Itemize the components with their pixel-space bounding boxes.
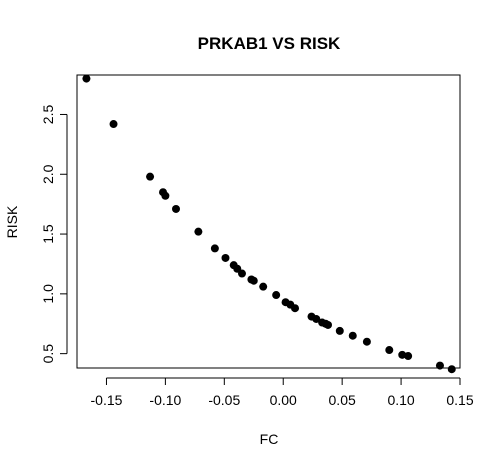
data-points (82, 74, 456, 374)
data-point (312, 314, 321, 323)
data-point (221, 253, 230, 262)
data-point (272, 291, 281, 300)
x-tick-label: 0.15 (446, 392, 473, 408)
y-tick-label: 2.0 (40, 164, 56, 184)
y-tick-label: 0.5 (40, 344, 56, 364)
data-point (161, 191, 170, 200)
data-point (171, 204, 180, 213)
data-point (404, 352, 413, 361)
y-tick-label: 1.5 (40, 224, 56, 244)
data-point (210, 244, 219, 253)
data-point (291, 304, 300, 313)
x-tick-label: 0.00 (270, 392, 297, 408)
x-tick-label: -0.05 (208, 392, 240, 408)
data-point (362, 337, 371, 346)
x-tick-label: 0.05 (329, 392, 356, 408)
x-tick-label: -0.10 (149, 392, 181, 408)
data-point (146, 172, 155, 181)
data-point (109, 120, 118, 129)
data-point (259, 282, 268, 291)
x-tick-label: 0.10 (387, 392, 414, 408)
data-point (249, 276, 258, 285)
data-point (82, 74, 91, 83)
y-tick-label: 1.0 (40, 284, 56, 304)
y-axis-label: RISK (4, 205, 20, 238)
data-point (335, 326, 344, 335)
x-axis-label: FC (260, 431, 279, 447)
data-point (447, 365, 456, 374)
y-axis: 0.5 1.0 1.5 2.0 2.5 (40, 105, 68, 364)
x-axis: -0.15 -0.10 -0.05 0.00 0.05 0.10 0.15 (91, 377, 474, 408)
data-point (348, 331, 357, 340)
plot-frame (76, 74, 461, 369)
data-point (237, 269, 246, 278)
data-point (324, 320, 333, 329)
data-point (435, 361, 444, 370)
data-point (194, 227, 203, 236)
x-tick-label: -0.15 (91, 392, 123, 408)
data-point (385, 346, 394, 355)
y-tick-label: 2.5 (40, 105, 56, 125)
chart-title: PRKAB1 VS RISK (198, 34, 341, 53)
